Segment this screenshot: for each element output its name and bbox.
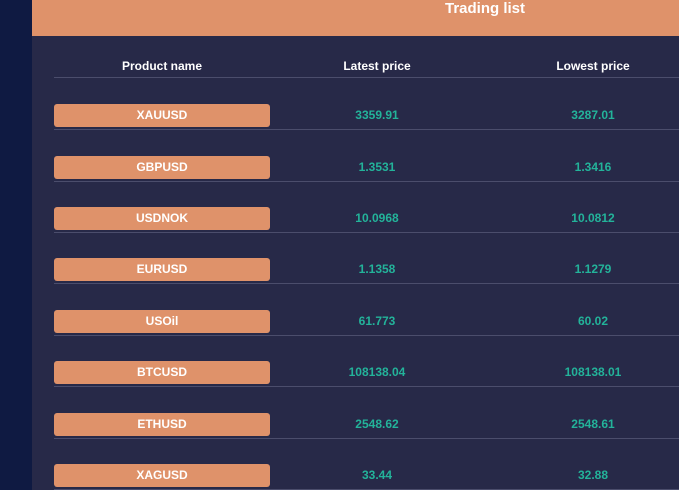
product-button[interactable]: ETHUSD [54,413,270,436]
table-row[interactable]: XAUUSD 3359.91 3287.01 [54,103,679,130]
table-row[interactable]: USOil 61.773 60.02 [54,309,679,336]
trading-list-panel: Trading list Product name Latest price L… [32,0,679,490]
table-header-row: Product name Latest price Lowest price [54,58,679,78]
product-button[interactable]: USOil [54,310,270,333]
lowest-price-value: 3287.01 [571,108,615,122]
product-button[interactable]: XAGUSD [54,464,270,487]
table-row[interactable]: GBPUSD 1.3531 1.3416 [54,155,679,182]
table-row[interactable]: USDNOK 10.0968 10.0812 [54,206,679,233]
product-button[interactable]: USDNOK [54,207,270,230]
table-row[interactable]: XAGUSD 33.44 32.88 [54,463,679,490]
latest-price-value: 1.3531 [358,160,396,174]
column-header-latest-price: Latest price [343,59,411,73]
lowest-price-value: 1.1279 [574,262,612,276]
latest-price-value: 33.44 [361,468,393,482]
column-header-product-name: Product name [121,59,202,73]
table-row[interactable]: EURUSD 1.1358 1.1279 [54,257,679,284]
table-row[interactable]: BTCUSD 108138.04 108138.01 [54,360,679,387]
lowest-price-value: 108138.01 [564,365,622,379]
latest-price-value: 10.0968 [355,211,399,225]
latest-price-value: 3359.91 [355,108,399,122]
latest-price-value: 2548.62 [355,417,399,431]
product-button[interactable]: EURUSD [54,258,270,281]
lowest-price-value: 10.0812 [571,211,615,225]
latest-price-value: 1.1358 [358,262,396,276]
page-title: Trading list [445,0,526,17]
lowest-price-value: 60.02 [577,314,609,328]
latest-price-value: 108138.04 [348,365,406,379]
lowest-price-value: 2548.61 [571,417,615,431]
column-header-lowest-price: Lowest price [556,59,630,73]
table-row[interactable]: ETHUSD 2548.62 2548.61 [54,412,679,439]
product-button[interactable]: GBPUSD [54,156,270,179]
left-sidebar-strip [0,0,32,490]
latest-price-value: 61.773 [358,314,396,328]
product-button[interactable]: XAUUSD [54,104,270,127]
product-button[interactable]: BTCUSD [54,361,270,384]
panel-header: Trading list [32,0,679,36]
lowest-price-value: 32.88 [577,468,609,482]
lowest-price-value: 1.3416 [574,160,612,174]
